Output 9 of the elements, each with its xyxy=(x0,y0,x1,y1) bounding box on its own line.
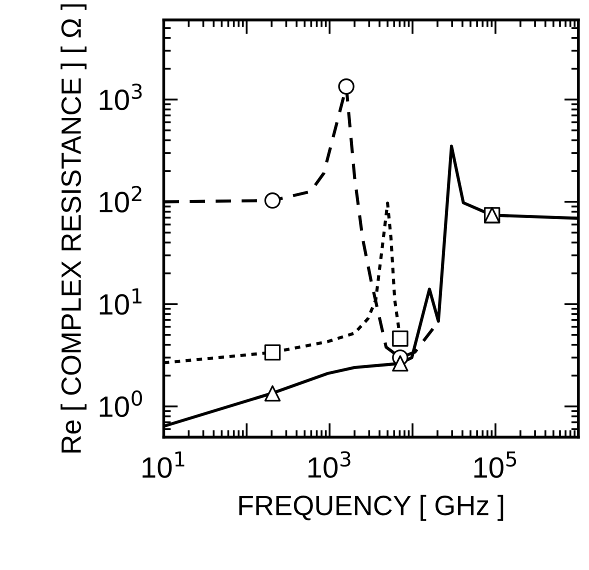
y-tick-label: 10$^{0}$ xyxy=(100,390,142,418)
x-axis-title: FREQUENCY [ GHz ] xyxy=(239,494,504,521)
y-tick-label: 10$^{3}$ xyxy=(100,84,142,110)
y-tick-label: 10$^{2}$ xyxy=(100,186,142,212)
x-tick-label: 10$^{5}$ xyxy=(474,452,516,478)
x-tick-label: 10$^{1}$ xyxy=(142,452,184,478)
y-tick-label: 10$^{1}$ xyxy=(100,288,142,315)
y-axis-title: Re [ COMPLEX RESISTANCE ] [ Ω ] xyxy=(60,4,87,453)
x-tick-label: 10$^{3}$ xyxy=(308,451,350,478)
